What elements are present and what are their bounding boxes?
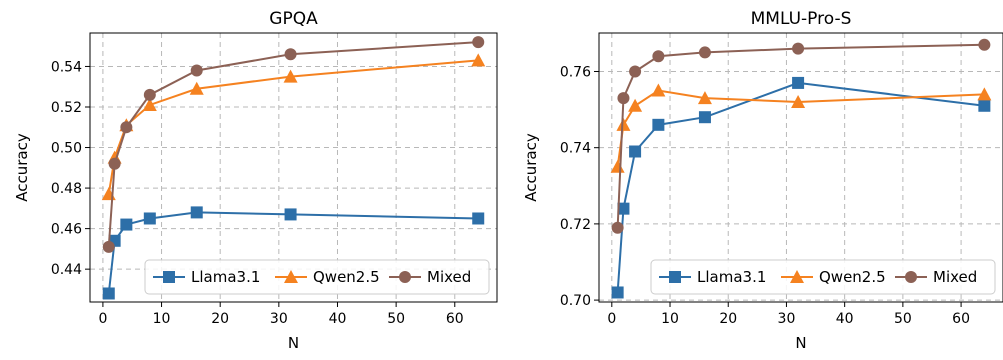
data-point-mixed-4 [698,46,711,59]
legend-marker-qwen2-5 [284,270,298,283]
data-point-llama3-1-2 [629,145,642,158]
x-tick-label-4: 40 [836,311,854,327]
legend-label-qwen2-5: Qwen2.5 [313,268,380,286]
data-point-qwen2-5-1 [616,117,631,131]
data-point-qwen2-5-6 [977,87,992,101]
data-point-llama3-1-4 [190,206,203,219]
y-tick-label-1: 0.46 [51,222,82,238]
x-tick-label-4: 40 [329,311,347,327]
data-point-mixed-5 [792,42,805,55]
y-tick-label-3: 0.76 [560,64,591,80]
legend-box [650,259,996,295]
data-point-llama3-1-6 [472,212,485,225]
y-axis-label: Accuracy [522,133,540,202]
x-tick-label-3: 30 [270,311,288,327]
legend: Llama3.1 Qwen2.5 Mixed [650,259,996,295]
y-axis-label: Accuracy [13,133,31,202]
legend-marker-qwen2-5 [790,270,804,283]
y-tick-label-5: 0.54 [51,59,82,75]
series-line-mixed [616,43,985,228]
chart-panel-gpqa: 0 10 20 30 40 50 60 0.44 0.46 0.48 0.50 0.52 0.54 GPQ… [13,9,498,352]
data-point-mixed-3 [652,50,665,63]
data-point-llama3-1-0 [611,286,624,299]
x-tick-label-3: 30 [778,311,796,327]
plot-frame [89,32,498,303]
data-point-mixed-1 [108,157,121,170]
x-tick-label-1: 10 [153,311,171,327]
x-axis-label: N [795,334,806,352]
y-tick-label-3: 0.50 [51,141,82,157]
data-point-mixed-0 [102,240,115,253]
data-point-qwen2-5-6 [471,53,486,67]
y-tick-label-1: 0.72 [560,217,591,233]
y-tick-label-2: 0.48 [51,181,82,197]
data-point-mixed-2 [629,65,642,78]
chart-panel-mmlu-pro-s: 0 10 20 30 40 50 60 0.70 0.72 0.74 0.76 MMLU-Pro-S N… [522,9,1003,352]
legend-label-qwen2-5: Qwen2.5 [819,268,886,286]
data-point-qwen2-5-4 [697,91,712,105]
legend-marker-llama3-1 [669,271,681,283]
data-point-llama3-1-0 [102,287,115,300]
x-tick-label-2: 20 [719,311,737,327]
data-point-mixed-0 [611,221,624,234]
data-point-qwen2-5-4 [189,81,204,95]
y-tick-label-0: 0.70 [560,293,591,309]
data-point-mixed-1 [617,92,630,105]
legend-label-mixed: Mixed [427,268,471,286]
x-tick-label-6: 60 [446,311,464,327]
plot-frame [598,32,1003,303]
data-point-qwen2-5-5 [791,94,806,108]
data-point-llama3-1-1 [617,202,630,215]
data-point-qwen2-5-5 [283,69,298,83]
legend-label-llama3-1: Llama3.1 [697,268,766,286]
y-tick-label-4: 0.52 [51,100,82,116]
data-point-qwen2-5-3 [651,83,666,97]
data-point-qwen2-5-3 [142,97,157,111]
y-tick-label-0: 0.44 [51,262,82,278]
legend-marker-llama3-1 [163,271,175,283]
data-point-mixed-6 [472,36,485,49]
y-tick-label-2: 0.74 [560,141,591,157]
x-tick-label-5: 50 [387,311,405,327]
legend-marker-mixed [905,271,917,283]
data-point-llama3-1-6 [978,99,991,112]
data-point-mixed-4 [190,64,203,77]
chart-title-gpqa: GPQA [269,9,318,29]
legend-box [144,259,490,295]
legend-marker-mixed [399,271,411,283]
data-point-mixed-2 [120,121,133,134]
data-point-qwen2-5-2 [628,98,643,112]
legend-label-llama3-1: Llama3.1 [191,268,260,286]
data-point-qwen2-5-0 [610,159,625,173]
x-axis-label: N [288,334,299,352]
chart-title-mmlu-pro-s: MMLU-Pro-S [751,9,852,29]
x-tick-label-1: 10 [661,311,679,327]
data-point-llama3-1-2 [120,218,133,231]
data-point-mixed-3 [143,88,156,101]
x-tick-label-2: 20 [211,311,229,327]
legend: Llama3.1 Qwen2.5 Mixed [144,259,490,295]
data-point-mixed-6 [978,38,991,51]
legend-label-mixed: Mixed [933,268,977,286]
x-tick-label-6: 60 [952,311,970,327]
data-point-llama3-1-3 [652,118,665,131]
data-point-llama3-1-5 [284,208,297,221]
x-tick-label-0: 0 [98,311,107,327]
data-point-mixed-5 [284,48,297,61]
x-tick-label-5: 50 [894,311,912,327]
data-point-llama3-1-3 [143,212,156,225]
data-point-llama3-1-5 [792,76,805,89]
x-tick-label-0: 0 [607,311,616,327]
data-point-llama3-1-4 [698,111,711,124]
